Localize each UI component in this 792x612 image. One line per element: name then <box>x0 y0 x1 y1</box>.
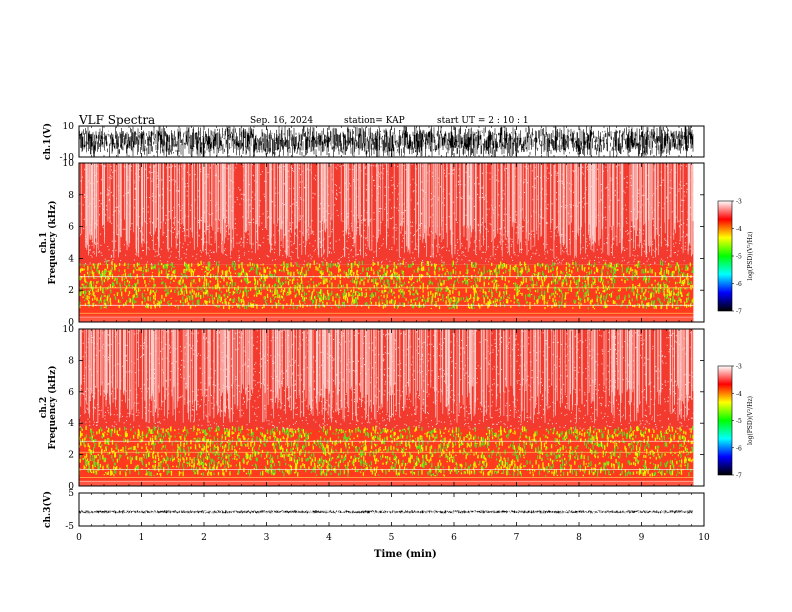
colorbar-tick-label: -3 <box>736 364 742 371</box>
y-tick-label: 6 <box>68 388 74 398</box>
colorbar-ch1: -3 -4 -5 -6 -7 log(PSD)(V²/Hz) <box>717 199 754 316</box>
waveform-ch3 <box>78 510 693 514</box>
panel-frame-3: 0 2 4 6 8 10 ch.2 Frequency (kHz) <box>39 325 705 492</box>
spectrogram-ch1 <box>78 162 695 322</box>
x-tick-label: 8 <box>576 533 582 543</box>
panel-frame-2: 0 2 4 6 8 10 ch.1 Frequency (kHz) <box>39 159 705 328</box>
colorbar-gradient <box>717 365 733 476</box>
y-tick-label: 8 <box>68 356 74 366</box>
x-tick-label: 0 <box>76 533 82 543</box>
noise-streaks <box>79 329 694 424</box>
y-axis-label: ch.3(V) <box>42 491 53 528</box>
figure-title: VLF Spectra <box>79 113 156 127</box>
speckle <box>79 162 695 266</box>
y-tick-label: 2 <box>68 286 74 296</box>
x-tick-label: 5 <box>389 533 395 543</box>
colorbar-tick-label: -6 <box>736 281 742 288</box>
band-low-yellow <box>78 260 694 310</box>
x-tick-label: 4 <box>326 533 332 543</box>
y-tick-label: -5 <box>65 522 74 532</box>
y-tick-label: 6 <box>68 223 74 233</box>
y-tick-label: 4 <box>68 419 74 429</box>
panel-frame-1: 10 -10 ch.1(V) <box>42 122 705 163</box>
x-tick-label: 10 <box>698 533 710 543</box>
x-tick-label: 6 <box>451 533 457 543</box>
y-tick-label: 0 <box>68 318 74 328</box>
band-bottom <box>79 481 694 486</box>
x-tick-label: 2 <box>201 533 207 543</box>
colorbar-tick-label: -5 <box>736 418 742 425</box>
spectrogram-ch2 <box>78 328 695 486</box>
colorbar-label: log(PSD)(V²/Hz) <box>747 396 754 445</box>
y-axis-label: Frequency (kHz) <box>47 365 58 449</box>
y-tick-label: -10 <box>60 153 75 163</box>
colorbar-tick-label: -5 <box>736 254 742 261</box>
band-bottom <box>79 315 694 322</box>
x-tick-label: 9 <box>639 533 645 543</box>
y-axis-label: ch.1(V) <box>42 123 53 160</box>
y-tick-label: 8 <box>68 191 74 201</box>
x-axis-label: Time (min) <box>374 549 437 560</box>
x-tick-label: 7 <box>514 533 520 543</box>
station-label: station= KAP <box>344 116 405 126</box>
colorbar-tick-label: -7 <box>736 309 742 316</box>
panel-border <box>78 492 705 527</box>
date-label: Sep. 16, 2024 <box>250 116 314 126</box>
waveform-trace <box>78 510 693 514</box>
colorbar-tick-label: -6 <box>736 445 742 452</box>
colorbar-ch2: -3 -4 -5 -6 -7 log(PSD)(V²/Hz) <box>717 364 754 480</box>
colorbar-gradient <box>717 200 733 312</box>
band-low-green <box>79 425 694 477</box>
y-tick-label: 0 <box>68 482 74 492</box>
band-high <box>79 329 694 430</box>
colorbar-label: log(PSD)(V²/Hz) <box>747 232 754 281</box>
colorbar-tick-label: -4 <box>736 226 742 233</box>
x-tick-label: 1 <box>139 533 145 543</box>
y-tick-label: 10 <box>63 122 75 132</box>
speckle <box>79 328 695 430</box>
y-tick-label: 4 <box>68 254 74 264</box>
y-tick-label: 5 <box>68 489 74 499</box>
y-tick-label: 2 <box>68 451 74 461</box>
y-tick-label: 10 <box>63 159 75 169</box>
y-tick-label: 10 <box>63 325 75 335</box>
colorbar-tick-label: -7 <box>736 473 742 480</box>
waveform-trace <box>78 126 694 157</box>
y-axis-label: ch.1 <box>39 232 49 253</box>
panel-frame-4: 5 -5 ch.3(V) <box>42 489 705 532</box>
colorbar-tick-label: -4 <box>736 391 742 398</box>
y-axis-label: Frequency (kHz) <box>47 200 58 284</box>
waveform-ch1 <box>78 126 694 157</box>
x-tick-label: 3 <box>264 533 270 543</box>
colorbar-tick-label: -3 <box>736 199 742 206</box>
y-axis-label: ch.2 <box>39 397 49 418</box>
start-time-label: start UT = 2 : 10 : 1 <box>437 116 529 126</box>
